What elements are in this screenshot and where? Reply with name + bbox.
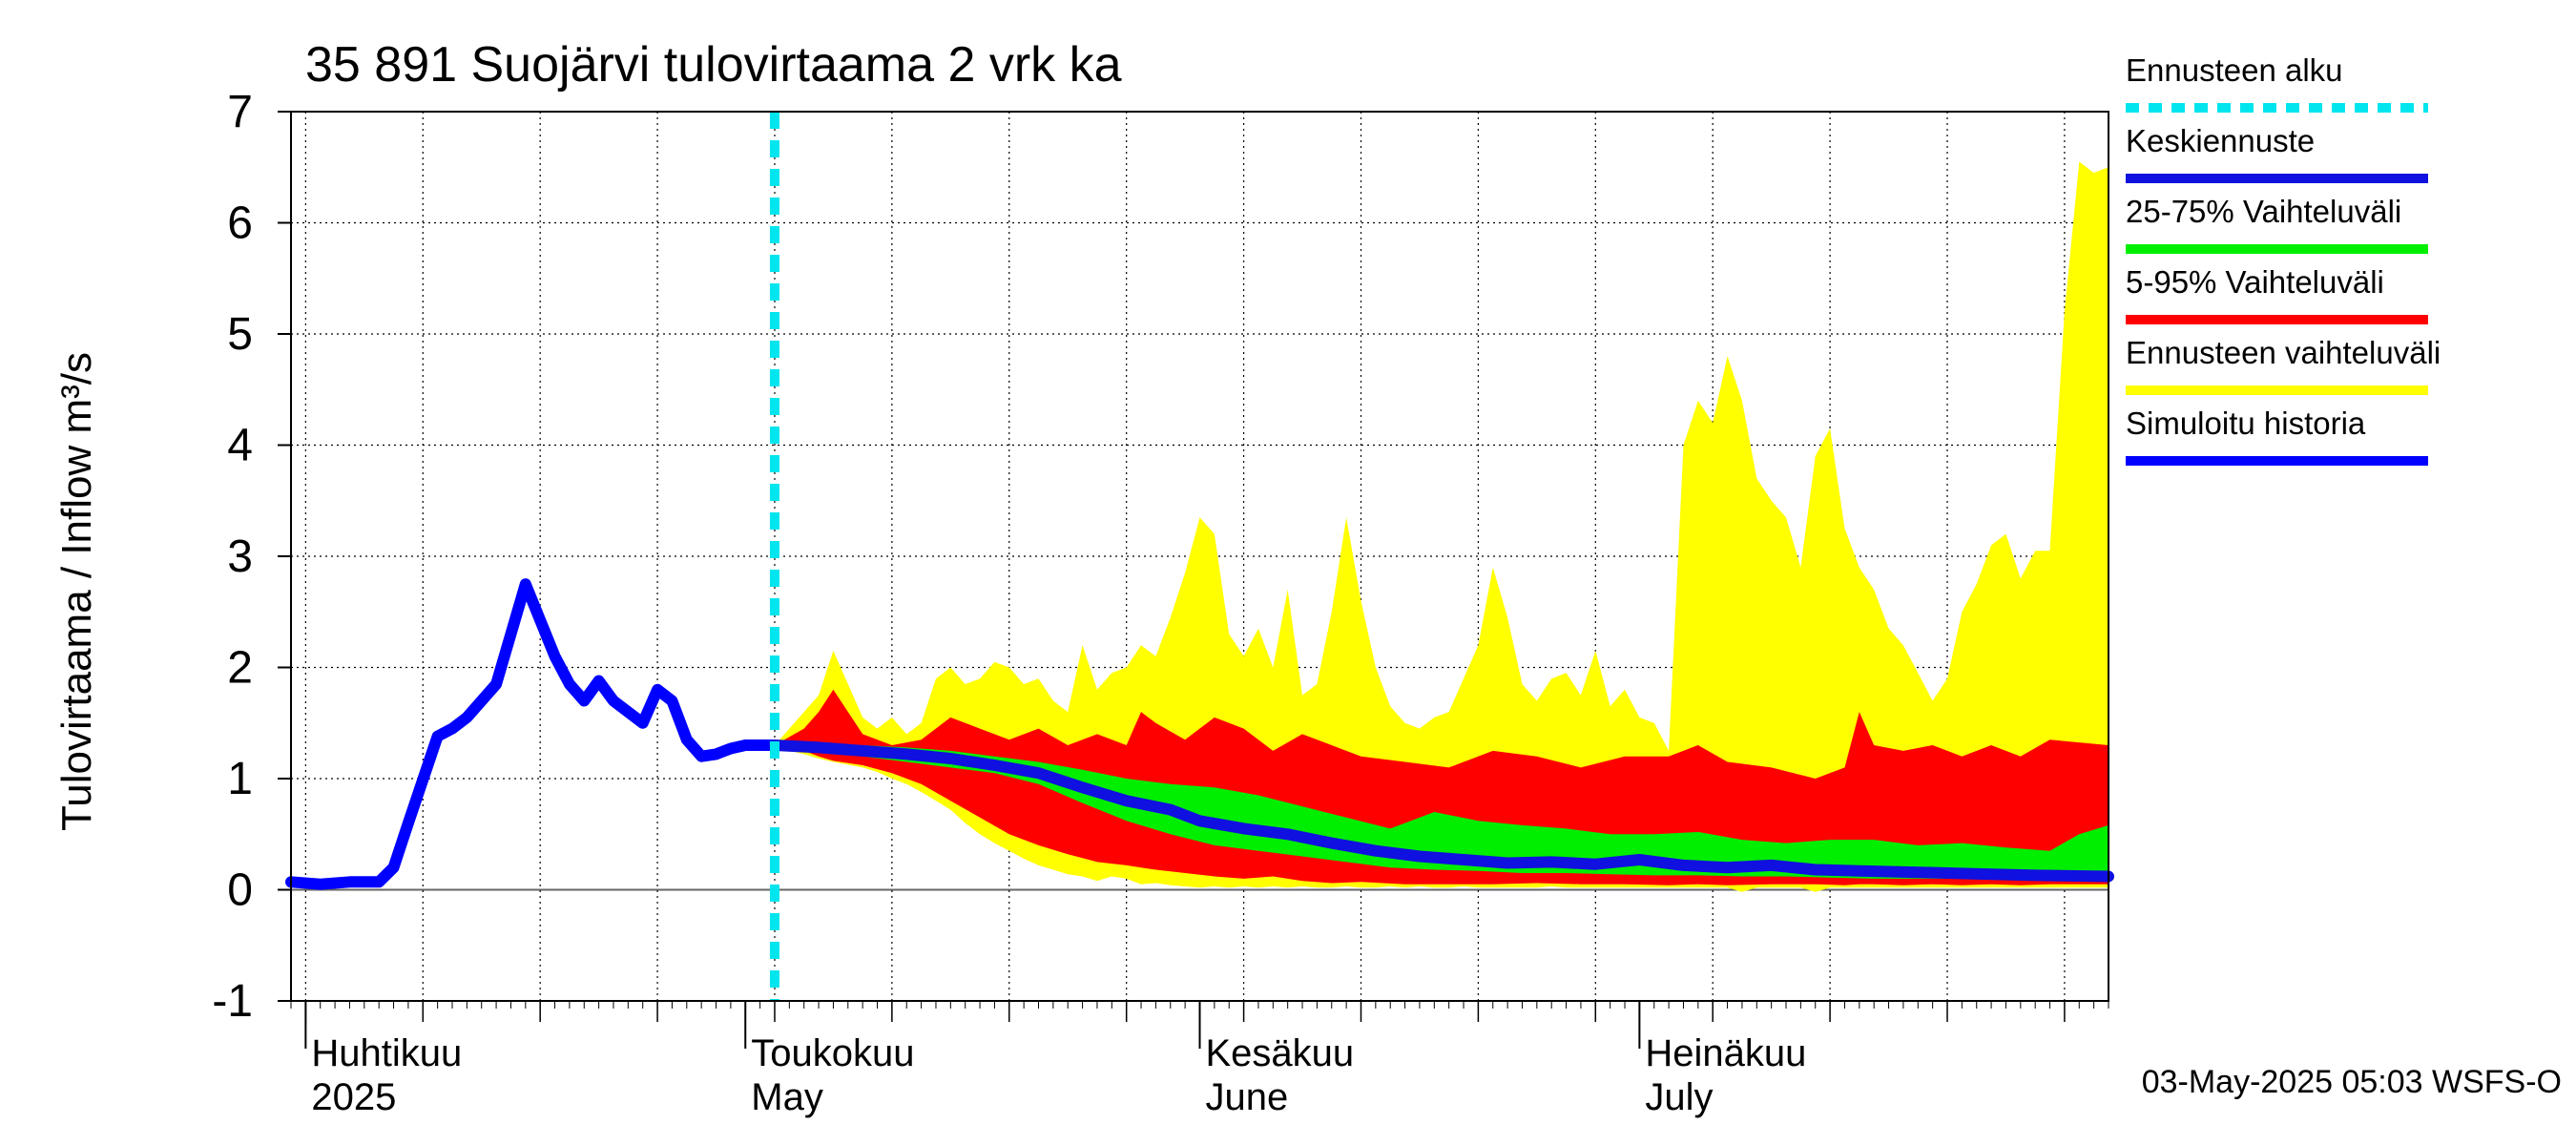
y-tick-label: 3 (227, 531, 253, 582)
grid (291, 112, 2109, 1001)
series-line-simuloitu-historia (285, 578, 780, 890)
legend-label: 25-75% Vaihteluväli (2126, 194, 2401, 229)
band-25-75-vaihteluv-li (775, 742, 2109, 879)
y-tick-label: 4 (227, 421, 253, 471)
y-tick-label: 6 (227, 198, 253, 249)
y-axis-label: Tulovirtaama / Inflow m³/s (53, 352, 100, 831)
series-line-keskiennuste (769, 739, 2114, 883)
legend-label: Ennusteen alku (2126, 52, 2343, 88)
y-tick-label: 5 (227, 309, 253, 360)
footer-timestamp: 03-May-2025 05:03 WSFS-O (2142, 1064, 2562, 1100)
chart-title: 35 891 Suojärvi tulovirtaama 2 vrk ka (305, 37, 1122, 93)
x-month-label-en: July (1645, 1076, 1713, 1118)
legend-label: Simuloitu historia (2126, 406, 2366, 441)
x-month-label-en: June (1206, 1076, 1289, 1118)
band-ennusteen-vaihteluv-li (775, 161, 2109, 892)
forecast-bands (775, 161, 2109, 892)
legend-label: Ennusteen vaihteluväli (2126, 335, 2441, 370)
y-tick-label: -1 (212, 976, 253, 1027)
y-tick-label: 1 (227, 754, 253, 804)
band-5-95-vaihteluv-li (775, 689, 2109, 885)
series-lines (285, 578, 2114, 890)
y-tick-label: 0 (227, 865, 253, 916)
y-tick-label: 7 (227, 87, 253, 137)
legend-label: 5-95% Vaihteluväli (2126, 264, 2384, 300)
x-month-label-en: 2025 (311, 1076, 396, 1118)
x-month-label-en: May (751, 1076, 823, 1118)
y-tick-label: 2 (227, 643, 253, 694)
legend: Ennusteen alku Keskiennuste 25-75% Vaihtel… (2126, 52, 2441, 466)
x-month-label-fi: Heinäkuu (1645, 1032, 1806, 1074)
x-month-label-fi: Huhtikuu (311, 1032, 462, 1074)
x-month-label-fi: Toukokuu (751, 1032, 914, 1074)
x-month-label-fi: Kesäkuu (1206, 1032, 1355, 1074)
legend-label: Keskiennuste (2126, 123, 2315, 158)
